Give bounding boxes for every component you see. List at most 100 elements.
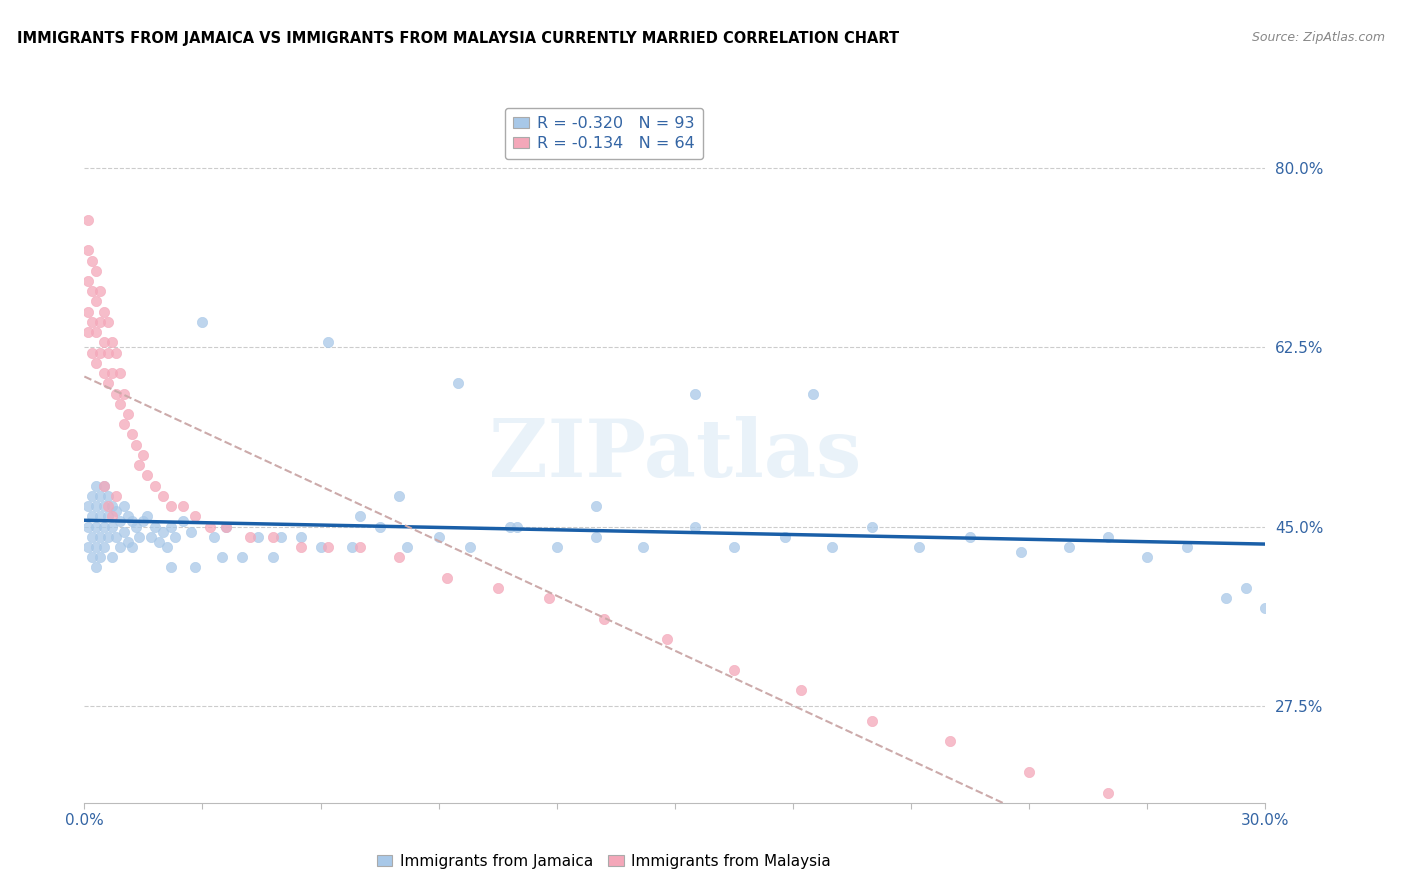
Point: [396, 540, 419, 554]
Point: [112, 386, 135, 401]
Point: [246, 530, 269, 544]
Point: [959, 530, 981, 544]
Point: [318, 540, 340, 554]
Point: [77, 304, 100, 318]
Point: [121, 515, 143, 529]
Point: [160, 560, 183, 574]
Text: Source: ZipAtlas.com: Source: ZipAtlas.com: [1251, 31, 1385, 45]
Point: [97, 489, 120, 503]
Point: [101, 335, 124, 350]
Point: [82, 489, 104, 503]
Point: [108, 515, 131, 529]
Point: [537, 591, 560, 606]
Point: [486, 581, 509, 595]
Point: [84, 540, 107, 554]
Point: [97, 499, 120, 513]
Point: [239, 530, 262, 544]
Point: [211, 550, 233, 565]
Point: [77, 519, 100, 533]
Point: [104, 386, 127, 401]
Point: [1254, 601, 1277, 615]
Point: [97, 345, 120, 359]
Point: [117, 407, 139, 421]
Point: [89, 345, 111, 359]
Point: [104, 489, 127, 503]
Point: [82, 550, 104, 565]
Point: [84, 499, 107, 513]
Point: [585, 499, 607, 513]
Point: [1215, 591, 1237, 606]
Point: [93, 478, 115, 492]
Point: [191, 315, 214, 329]
Point: [458, 540, 481, 554]
Point: [82, 284, 104, 298]
Point: [77, 540, 100, 554]
Point: [93, 366, 115, 380]
Point: [117, 509, 139, 524]
Point: [215, 519, 238, 533]
Point: [128, 458, 150, 472]
Point: [1136, 550, 1159, 565]
Point: [368, 519, 391, 533]
Point: [143, 478, 166, 492]
Point: [121, 540, 143, 554]
Point: [93, 335, 115, 350]
Point: [506, 519, 529, 533]
Point: [97, 530, 120, 544]
Point: [77, 325, 100, 339]
Point: [84, 325, 107, 339]
Point: [93, 478, 115, 492]
Point: [108, 397, 131, 411]
Point: [156, 540, 179, 554]
Point: [633, 540, 655, 554]
Point: [152, 489, 174, 503]
Point: [593, 612, 616, 626]
Point: [104, 345, 127, 359]
Point: [1010, 545, 1032, 559]
Point: [215, 519, 238, 533]
Point: [821, 540, 844, 554]
Point: [101, 509, 124, 524]
Text: ZIPatlas: ZIPatlas: [489, 416, 860, 494]
Point: [141, 530, 163, 544]
Point: [89, 550, 111, 565]
Point: [84, 264, 107, 278]
Point: [585, 530, 607, 544]
Point: [84, 560, 107, 574]
Point: [388, 550, 411, 565]
Point: [124, 438, 146, 452]
Point: [202, 530, 225, 544]
Point: [108, 540, 131, 554]
Point: [101, 519, 124, 533]
Point: [136, 468, 159, 483]
Point: [97, 376, 120, 391]
Point: [723, 663, 745, 677]
Point: [349, 509, 371, 524]
Point: [77, 212, 100, 227]
Point: [773, 530, 796, 544]
Point: [180, 524, 202, 539]
Point: [183, 509, 205, 524]
Point: [340, 540, 363, 554]
Point: [97, 315, 120, 329]
Point: [82, 345, 104, 359]
Point: [801, 386, 824, 401]
Point: [1057, 540, 1080, 554]
Point: [152, 524, 174, 539]
Point: [172, 499, 194, 513]
Point: [183, 560, 205, 574]
Point: [77, 499, 100, 513]
Point: [117, 534, 139, 549]
Point: [112, 499, 135, 513]
Point: [290, 530, 312, 544]
Point: [101, 366, 124, 380]
Point: [84, 356, 107, 370]
Point: [128, 530, 150, 544]
Point: [148, 534, 170, 549]
Point: [93, 499, 115, 513]
Point: [860, 519, 883, 533]
Point: [939, 734, 962, 748]
Point: [262, 530, 284, 544]
Point: [231, 550, 253, 565]
Point: [82, 530, 104, 544]
